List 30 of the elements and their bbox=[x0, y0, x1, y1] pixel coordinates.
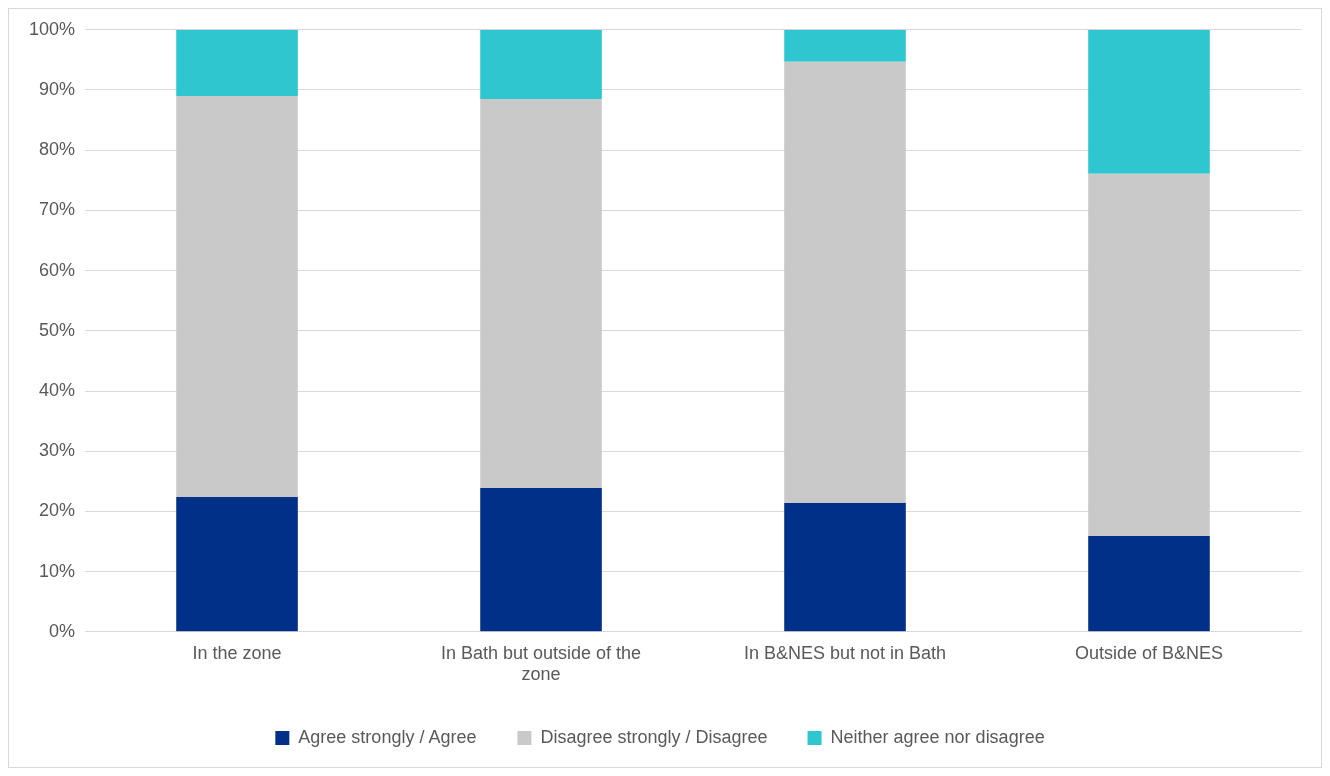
y-tick-label: 0% bbox=[49, 620, 76, 641]
x-tick-label: Outside of B&NES bbox=[1074, 642, 1224, 663]
y-tick-label: 10% bbox=[39, 560, 76, 581]
y-tick-label: 60% bbox=[39, 259, 76, 280]
bar bbox=[480, 487, 602, 632]
legend-label: Agree strongly / Agree bbox=[298, 726, 477, 747]
bar bbox=[784, 502, 906, 632]
legend-label: Disagree strongly / Disagree bbox=[540, 726, 768, 747]
y-tick-label: 50% bbox=[39, 319, 76, 340]
y-tick-label: 40% bbox=[39, 379, 76, 400]
y-tick-label: 90% bbox=[39, 78, 76, 99]
bar bbox=[176, 496, 298, 632]
bar bbox=[784, 61, 906, 503]
bar bbox=[1088, 173, 1210, 537]
x-tick-label: In B&NES but not in Bath bbox=[743, 642, 947, 663]
bar bbox=[176, 29, 298, 97]
x-tick-label: In Bath but outside of the zone bbox=[440, 642, 642, 685]
bar bbox=[784, 29, 906, 62]
legend-label: Neither agree nor disagree bbox=[830, 726, 1045, 747]
y-tick-label: 30% bbox=[39, 440, 76, 461]
bar bbox=[1088, 536, 1210, 632]
bar bbox=[480, 99, 602, 488]
y-tick-label: 20% bbox=[39, 500, 76, 521]
bar bbox=[1088, 29, 1210, 174]
y-tick-label: 70% bbox=[39, 199, 76, 220]
y-tick-label: 100% bbox=[28, 18, 76, 39]
y-tick-label: 80% bbox=[39, 139, 76, 160]
bar bbox=[176, 96, 298, 497]
bar bbox=[480, 29, 602, 100]
x-tick-label: In the zone bbox=[192, 642, 282, 663]
